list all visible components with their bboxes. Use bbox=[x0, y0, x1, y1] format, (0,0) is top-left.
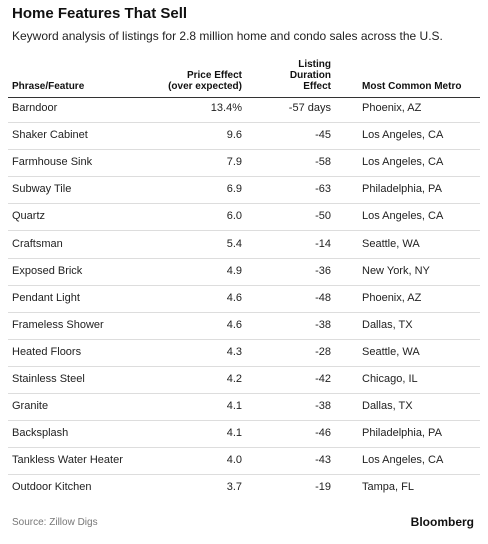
cell: 4.3 bbox=[226, 345, 242, 358]
cell: Los Angeles, CA bbox=[362, 129, 444, 142]
cell: Tankless Water Heater bbox=[12, 454, 123, 467]
cell: Los Angeles, CA bbox=[362, 454, 444, 467]
cell: 4.0 bbox=[226, 454, 242, 467]
cell: Subway Tile bbox=[12, 183, 72, 196]
row-rule bbox=[8, 149, 480, 151]
cell: Tampa, FL bbox=[362, 481, 414, 494]
cell: Chicago, IL bbox=[362, 373, 418, 385]
row-rule bbox=[8, 257, 480, 259]
cell: Stainless Steel bbox=[12, 373, 85, 385]
row-rule bbox=[8, 365, 480, 367]
cell: Frameless Shower bbox=[12, 318, 104, 331]
cell: 4.1 bbox=[226, 400, 242, 413]
header-rule bbox=[8, 97, 480, 98]
column-header: (over expected) bbox=[168, 81, 242, 92]
cell: Quartz bbox=[12, 210, 46, 223]
cell: -42 bbox=[315, 373, 331, 385]
brand: Bloomberg bbox=[410, 515, 474, 529]
row-rule bbox=[8, 420, 480, 422]
cell: Seattle, WA bbox=[362, 345, 420, 358]
cell: Phoenix, AZ bbox=[362, 102, 422, 114]
cell: -38 bbox=[315, 400, 331, 413]
row-rule bbox=[8, 230, 480, 232]
cell: -19 bbox=[315, 481, 331, 494]
cell: 4.9 bbox=[226, 264, 242, 277]
row-rule bbox=[8, 122, 480, 123]
cell: Granite bbox=[12, 400, 49, 413]
cell: Exposed Brick bbox=[12, 264, 83, 277]
cell: -63 bbox=[315, 183, 331, 196]
cell: 6.0 bbox=[226, 210, 242, 223]
subtitle: Keyword analysis of listings for 2.8 mil… bbox=[12, 29, 443, 43]
cell: -38 bbox=[315, 318, 331, 331]
column-header: Most Common Metro bbox=[362, 81, 462, 92]
cell: 13.4% bbox=[210, 102, 242, 114]
cell: -50 bbox=[315, 210, 331, 223]
cell: Philadelphia, PA bbox=[362, 427, 442, 440]
cell: -46 bbox=[315, 427, 331, 440]
cell: Seattle, WA bbox=[362, 237, 420, 250]
cell: 4.1 bbox=[226, 427, 242, 440]
row-rule bbox=[8, 338, 480, 340]
cell: Philadelphia, PA bbox=[362, 183, 442, 196]
cell: 4.2 bbox=[226, 373, 242, 385]
cell: -58 bbox=[315, 156, 331, 169]
cell: Dallas, TX bbox=[362, 400, 413, 413]
row-rule bbox=[8, 176, 480, 178]
title: Home Features That Sell bbox=[12, 5, 188, 22]
cell: Dallas, TX bbox=[362, 318, 413, 331]
column-header: Price Effect bbox=[186, 70, 242, 81]
cell: Outdoor Kitchen bbox=[12, 481, 92, 494]
cell: -43 bbox=[315, 454, 331, 467]
cell: Backsplash bbox=[12, 427, 69, 440]
source: Source: Zillow Digs bbox=[12, 517, 98, 528]
cell: Farmhouse Sink bbox=[12, 156, 93, 169]
row-rule bbox=[8, 284, 480, 286]
cell: Shaker Cabinet bbox=[12, 129, 88, 142]
cell: Pendant Light bbox=[12, 291, 80, 304]
cell: Barndoor bbox=[12, 102, 58, 114]
cell: 7.9 bbox=[226, 156, 242, 169]
cell: -14 bbox=[315, 237, 331, 250]
cell: -48 bbox=[315, 291, 331, 304]
cell: -45 bbox=[315, 129, 331, 142]
cell: -36 bbox=[315, 264, 331, 277]
cell: Phoenix, AZ bbox=[362, 291, 422, 304]
cell: Heated Floors bbox=[12, 345, 82, 358]
column-header: Duration bbox=[289, 70, 331, 81]
row-rule bbox=[8, 447, 480, 449]
cell: 6.9 bbox=[226, 183, 242, 196]
cell: 4.6 bbox=[226, 291, 242, 304]
cell: Los Angeles, CA bbox=[362, 210, 444, 223]
cell: 4.6 bbox=[226, 318, 242, 331]
column-header: Effect bbox=[303, 81, 331, 92]
cell: 9.6 bbox=[226, 129, 242, 142]
row-rule bbox=[8, 203, 480, 205]
column-header: Listing bbox=[298, 59, 331, 70]
cell: New York, NY bbox=[362, 264, 430, 277]
row-rule bbox=[8, 474, 480, 476]
cell: Craftsman bbox=[12, 237, 63, 250]
cell: -57 days bbox=[288, 102, 331, 114]
row-rule bbox=[8, 311, 480, 313]
cell: 3.7 bbox=[226, 481, 242, 494]
cell: Los Angeles, CA bbox=[362, 156, 444, 169]
row-rule bbox=[8, 393, 480, 394]
cell: 5.4 bbox=[226, 237, 242, 250]
cell: -28 bbox=[315, 345, 331, 358]
column-header: Phrase/Feature bbox=[12, 81, 85, 92]
